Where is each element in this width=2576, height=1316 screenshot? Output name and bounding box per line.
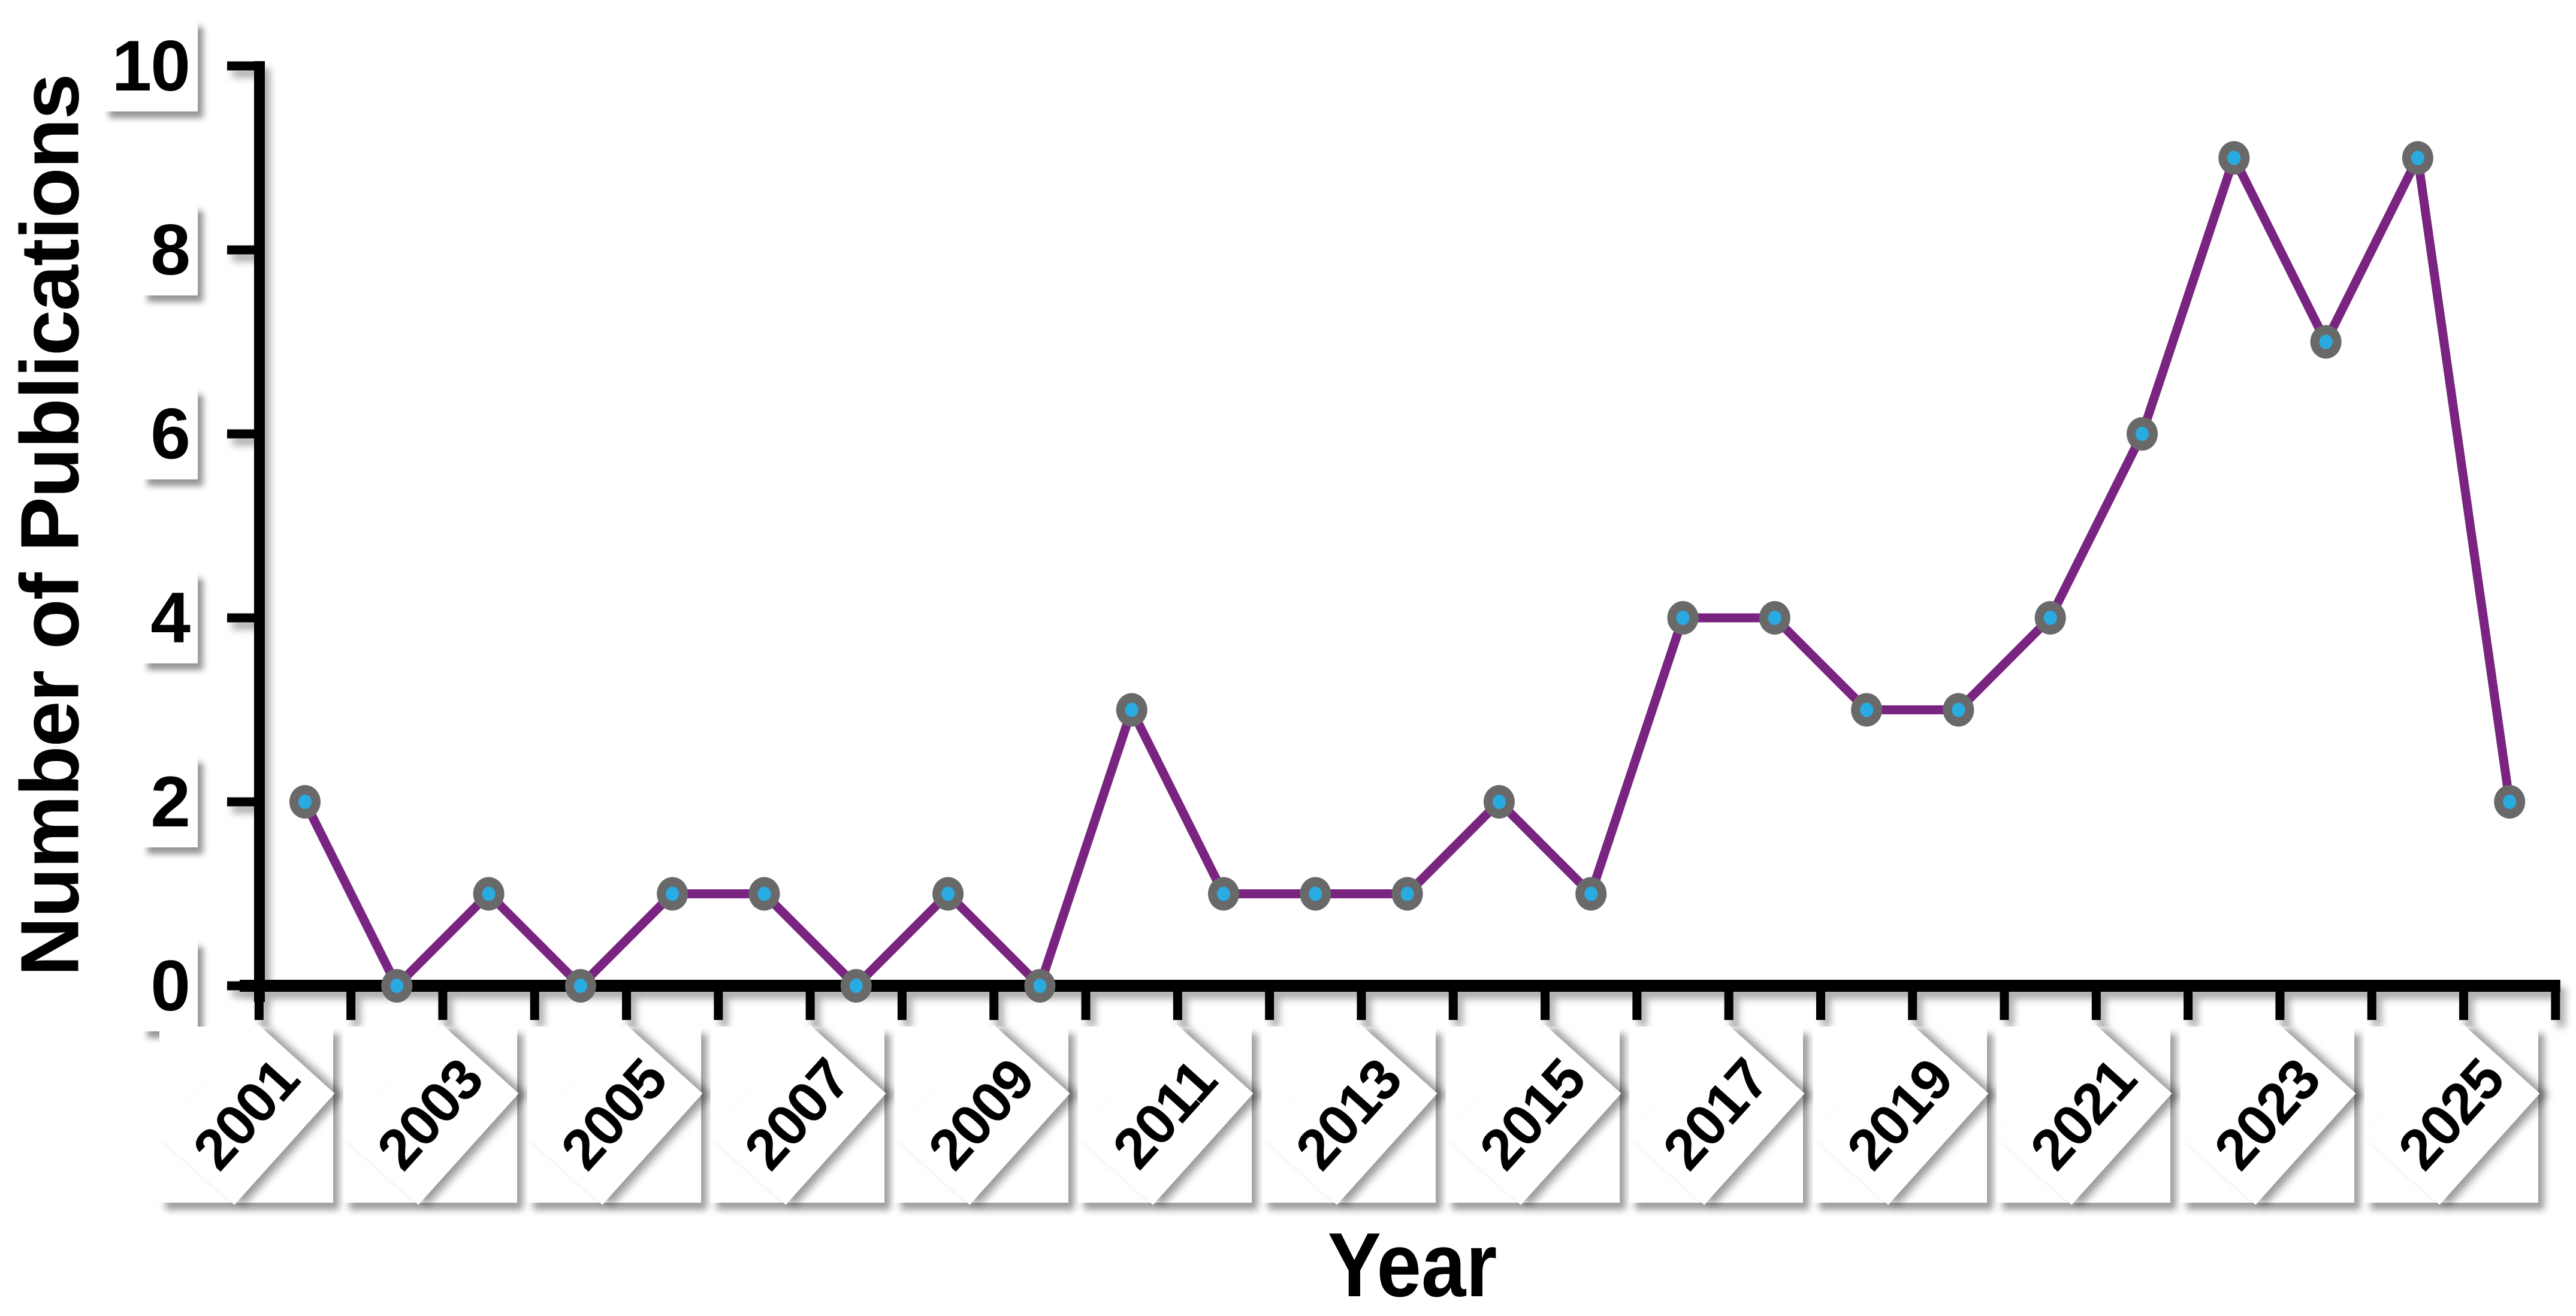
- data-point-marker: [1391, 877, 1423, 911]
- x-tick-label-cell: 2019: [1811, 1024, 1989, 1205]
- x-tick-label: 2023: [2179, 1024, 2356, 1205]
- x-tick-label-cell: 2007: [709, 1024, 886, 1205]
- marker-inner-dot: [1217, 886, 1230, 901]
- marker-inner-dot: [2319, 334, 2333, 349]
- data-point-marker: [289, 785, 321, 819]
- data-point-marker: [2310, 325, 2342, 359]
- marker-inner-dot: [666, 886, 680, 901]
- marker-inner-dot: [1125, 702, 1138, 717]
- marker-inner-dot: [941, 886, 955, 901]
- marker-inner-dot: [849, 979, 863, 993]
- data-point-marker: [381, 969, 413, 1003]
- data-point-marker: [2402, 141, 2433, 175]
- x-tick-label: 2009: [893, 1024, 1070, 1205]
- x-tick-label: 2021: [1995, 1024, 2172, 1205]
- y-tick-label: 10: [103, 20, 198, 111]
- x-tick-label: 2005: [525, 1024, 703, 1205]
- x-axis-title: Year: [1327, 1214, 1497, 1316]
- data-point-marker: [473, 877, 505, 911]
- marker-inner-dot: [757, 886, 771, 901]
- data-point-marker: [1575, 877, 1607, 911]
- data-point-marker: [2034, 601, 2066, 635]
- x-tick-label-cell: 2003: [342, 1024, 519, 1205]
- data-point-marker: [2494, 785, 2526, 819]
- y-tick-label: 6: [142, 388, 198, 479]
- marker-inner-dot: [298, 795, 312, 809]
- data-point-marker: [1667, 601, 1699, 635]
- x-tick-label-cell: 2021: [1995, 1024, 2172, 1205]
- marker-inner-dot: [2411, 150, 2424, 165]
- x-tick-label-cell: 2001: [158, 1024, 335, 1205]
- data-point-marker: [1851, 693, 1883, 727]
- x-tick-label-cell: 2005: [525, 1024, 703, 1205]
- y-tick-label: 4: [142, 572, 198, 663]
- x-tick-label-cell: 2011: [1076, 1024, 1254, 1205]
- marker-inner-dot: [1952, 702, 1965, 717]
- x-tick-label: 2007: [709, 1024, 886, 1205]
- x-tick-label: 2013: [1260, 1024, 1438, 1205]
- data-point-marker: [2218, 141, 2250, 175]
- marker-inner-dot: [482, 886, 496, 901]
- data-point-marker: [1208, 877, 1239, 911]
- data-point-marker: [2127, 417, 2158, 451]
- data-point-marker: [1483, 785, 1515, 819]
- data-point-marker: [840, 969, 872, 1003]
- x-tick-label: 2015: [1443, 1024, 1621, 1205]
- x-tick-label-cell: 2015: [1443, 1024, 1621, 1205]
- trend-line: [300, 153, 2514, 991]
- marker-inner-dot: [1309, 886, 1322, 901]
- y-axis-title: Number of Publications: [4, 74, 96, 977]
- marker-inner-dot: [1033, 979, 1047, 993]
- data-point-markers: [289, 141, 2526, 1003]
- data-point-marker: [932, 877, 964, 911]
- marker-inner-dot: [1860, 702, 1874, 717]
- marker-inner-dot: [2503, 795, 2517, 809]
- x-tick-label: 2003: [342, 1024, 519, 1205]
- marker-inner-dot: [1768, 611, 1781, 625]
- x-tick-label: 2019: [1811, 1024, 1989, 1205]
- x-tick-label: 2001: [158, 1024, 335, 1205]
- data-point-marker: [657, 877, 688, 911]
- y-tick-label: 0: [142, 940, 198, 1031]
- x-tick-label: 2011: [1076, 1024, 1254, 1205]
- marker-inner-dot: [2136, 427, 2149, 441]
- x-tick-label-cell: 2023: [2179, 1024, 2356, 1205]
- marker-inner-dot: [1676, 611, 1690, 625]
- y-tick-label: 8: [142, 204, 198, 295]
- data-point-marker: [1024, 969, 1056, 1003]
- marker-inner-dot: [390, 979, 404, 993]
- x-tick-label-cell: 2013: [1260, 1024, 1438, 1205]
- marker-inner-dot: [2227, 150, 2241, 165]
- data-point-marker: [748, 877, 780, 911]
- marker-inner-dot: [1400, 886, 1414, 901]
- data-point-marker: [1116, 693, 1147, 727]
- x-tick-label-cell: 2009: [893, 1024, 1070, 1205]
- marker-inner-dot: [573, 979, 587, 993]
- axes: [227, 61, 2560, 1020]
- x-tick-label-cell: 2025: [2362, 1024, 2540, 1205]
- y-tick-label: 2: [142, 756, 198, 847]
- x-tick-label: 2025: [2362, 1024, 2540, 1205]
- data-point-marker: [1943, 693, 1974, 727]
- data-point-marker: [1759, 601, 1790, 635]
- marker-inner-dot: [1584, 886, 1598, 901]
- x-tick-label: 2017: [1627, 1024, 1805, 1205]
- data-point-marker: [1300, 877, 1331, 911]
- marker-inner-dot: [1492, 795, 1506, 809]
- marker-inner-dot: [2043, 611, 2057, 625]
- data-point-marker: [564, 969, 596, 1003]
- x-tick-label-cell: 2017: [1627, 1024, 1805, 1205]
